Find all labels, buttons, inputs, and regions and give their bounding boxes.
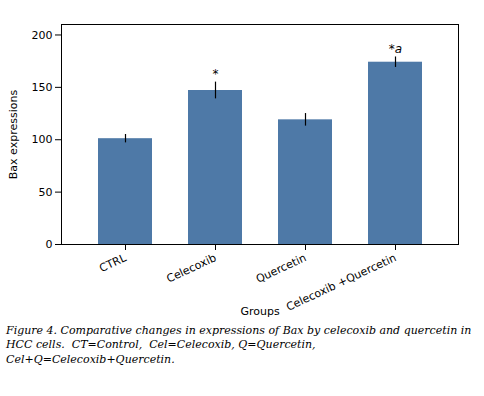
svg-text:Quercetin: Quercetin [254,251,308,286]
svg-text:100: 100 [32,133,53,146]
svg-text:Celecoxib: Celecoxib [164,251,218,285]
svg-text:50: 50 [39,186,53,199]
svg-text:Celecoxib +Quercetin: Celecoxib +Quercetin [284,251,398,313]
svg-text:0: 0 [46,238,53,251]
svg-text:Bax expressions: Bax expressions [7,90,20,180]
svg-text:CTRL: CTRL [97,251,129,275]
svg-text:*a: *a [389,42,402,56]
svg-text:*: * [213,67,219,81]
svg-text:200: 200 [32,28,53,41]
html-text:Figure 4. Comparative changes: Figure 4. Comparative changes in express… [6,324,475,366]
svg-text:150: 150 [32,81,53,94]
svg-text:Groups: Groups [240,305,279,318]
